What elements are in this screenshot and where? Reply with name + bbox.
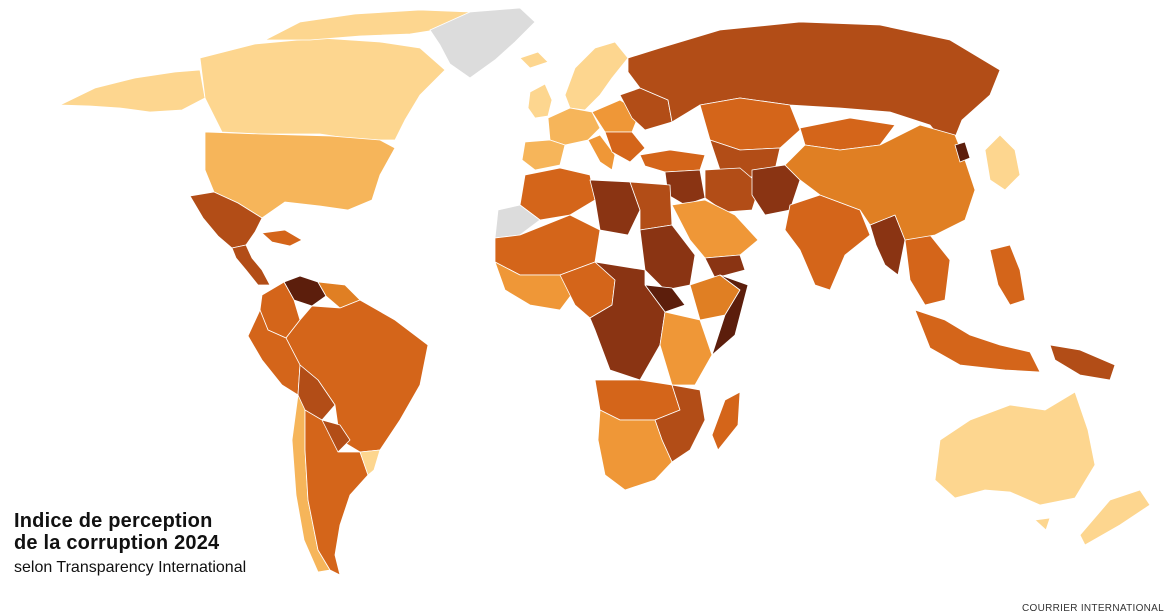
region-tasmania <box>1034 517 1051 531</box>
region-caribbean <box>261 229 303 247</box>
region-new-zealand <box>1079 489 1151 546</box>
map-title-block: Indice de perception de la corruption 20… <box>14 510 246 580</box>
region-papua-new-guinea <box>1049 344 1116 381</box>
region-yemen <box>704 254 746 279</box>
region-iceland <box>519 51 549 69</box>
publisher-credit: COURRIER INTERNATIONAL <box>1022 603 1164 614</box>
region-australia <box>934 391 1096 506</box>
region-uk-ireland <box>527 83 553 119</box>
region-argentina <box>304 409 369 576</box>
region-scandinavia <box>564 41 629 111</box>
region-alaska <box>59 69 206 113</box>
region-madagascar <box>711 391 741 451</box>
region-uruguay <box>359 449 381 476</box>
region-central-america <box>231 244 271 286</box>
region-north-korea <box>954 141 971 163</box>
map-subtitle: selon Transparency International <box>14 559 247 576</box>
region-east-africa <box>659 311 713 386</box>
region-west-africa <box>494 261 576 311</box>
region-japan <box>984 134 1021 191</box>
map-title-line-1: Indice de perception <box>14 510 213 532</box>
region-maghreb <box>519 167 596 221</box>
region-sudan <box>639 224 696 291</box>
region-canada <box>199 37 446 141</box>
region-philippines <box>989 244 1026 306</box>
region-balkans <box>604 131 646 163</box>
region-saudi-arabia <box>671 199 759 259</box>
region-china <box>784 124 976 241</box>
map-title-line-2: de la corruption 2024 <box>14 532 220 554</box>
region-southeast-asia <box>904 234 951 306</box>
region-western-sahara <box>494 204 541 239</box>
region-southern-africa <box>597 409 673 491</box>
region-turkey <box>639 149 706 173</box>
region-central-africa <box>589 261 666 381</box>
region-indonesia <box>914 309 1041 373</box>
region-greenland <box>429 7 536 79</box>
region-italy <box>587 134 616 171</box>
region-russia <box>627 21 1001 151</box>
region-iberia <box>521 139 566 171</box>
